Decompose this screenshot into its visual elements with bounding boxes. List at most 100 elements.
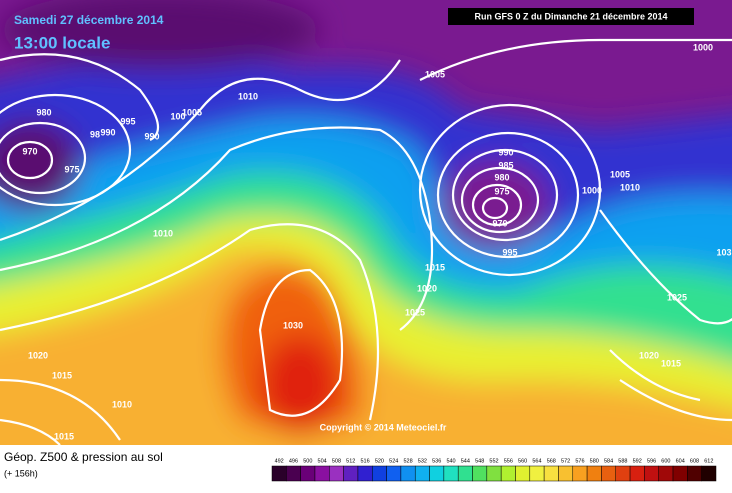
scale-label: 560 [518,458,527,464]
scale-swatch [701,465,717,482]
run-box [448,8,694,25]
scale-label: 524 [389,458,398,464]
scale-label: 532 [418,458,427,464]
isobar-label: 1010 [620,182,640,192]
isobar-label: 1015 [52,370,72,380]
scale-label: 496 [289,458,298,464]
scale-label: 612 [704,458,713,464]
isobar-label: 1015 [54,431,74,441]
scale-swatch [486,465,502,482]
scale-swatch [400,465,416,482]
scale-swatch [457,465,473,482]
scale-label: 588 [618,458,627,464]
scale-label: 608 [690,458,699,464]
isobar-label: 990 [498,147,513,157]
scale-label: 516 [361,458,370,464]
scale-label: 504 [318,458,327,464]
isobar-label: 1005 [425,69,445,79]
isobar-label: 1025 [405,307,425,317]
scale-label: 568 [547,458,556,464]
scale-swatch [644,465,659,482]
scale-swatch [515,465,531,482]
isobar-label: 1010 [153,228,173,238]
run: Run GFS 0 Z du Dimanche 21 décembre 2014 [474,11,667,21]
scale-swatch [687,465,702,482]
scale-label: 528 [403,458,412,464]
date: Samedi 27 décembre 2014 [14,13,164,27]
isobar-label: 1030 [283,320,303,330]
scale-swatch [472,465,488,482]
isobar-label: 1010 [112,399,132,409]
scale-swatch [615,465,631,482]
scale-swatch [558,465,574,482]
isobar-label: 98 [90,129,100,139]
scale-label: 508 [332,458,341,464]
copyright: Copyright © 2014 Meteociel.fr [320,422,447,432]
isobar-label: 975 [494,186,509,196]
isobar-label: 980 [494,172,509,182]
scale-label: 512 [346,458,355,464]
scale-swatch [601,465,616,482]
isobar-label: 970 [22,146,37,156]
scale-swatch [357,465,373,482]
scale-swatch [500,465,516,482]
scale-swatch [386,465,402,482]
scale-label: 580 [590,458,599,464]
scale-label: 548 [475,458,484,464]
isobar-label: 990 [144,131,159,141]
scale-label: 536 [432,458,441,464]
scale-label: 552 [489,458,498,464]
scale-swatch [443,465,459,482]
legend-title: Géop. Z500 & pression au sol [4,450,163,464]
isobar-label: 975 [64,164,79,174]
isobar-label: 1025 [667,292,687,302]
scale-label: 544 [461,458,470,464]
scale-label: 592 [633,458,642,464]
scale-swatch [586,465,602,482]
isobar-label: 103 [716,247,731,257]
scale-swatch [672,465,688,482]
isobar-label: 1005 [182,107,202,117]
isobar-label: 985 [498,160,513,170]
scale-swatch [329,465,344,482]
isobar-label: 990 [100,127,115,137]
scale-swatch [343,465,359,482]
isobar-label: 1020 [639,350,659,360]
isobars [0,38,732,445]
scale-swatch [314,465,330,482]
scale-swatch [414,465,430,482]
isobar-label: 995 [120,116,135,126]
scale-label: 572 [561,458,570,464]
scale-label: 564 [532,458,541,464]
scale-swatch [300,465,316,482]
time: 13:00 locale [14,33,110,52]
scale-label: 520 [375,458,384,464]
scale-swatch [658,465,674,482]
scale-label: 604 [676,458,685,464]
scale-swatch [529,465,545,482]
isobar-label: 1000 [582,185,602,195]
isobar-label: 980 [36,107,51,117]
scale-label: 584 [604,458,613,464]
isobar-label: 1015 [425,262,445,272]
scale-label: 600 [661,458,670,464]
isobar-label: 1015 [661,358,681,368]
scale-label: 492 [275,458,284,464]
scale-label: 576 [575,458,584,464]
scale-swatch [572,465,588,482]
isobar-label: 1020 [417,283,437,293]
isobar-label: 100 [170,111,185,121]
isobar-label: 995 [502,247,517,257]
color-scale: 492 496 500 504 508 512 516 520 524 528 532 536 540 5… [271,458,717,482]
isobar-label: 1020 [28,350,48,360]
scale-swatch [286,465,301,482]
isobar-label: 1010 [238,91,258,101]
scale-label: 540 [446,458,455,464]
scale-label: 556 [504,458,513,464]
scale-label: 500 [303,458,312,464]
scale-label: 596 [647,458,656,464]
scale-swatch [372,465,387,482]
legend-lead: (+ 156h) [4,468,38,478]
